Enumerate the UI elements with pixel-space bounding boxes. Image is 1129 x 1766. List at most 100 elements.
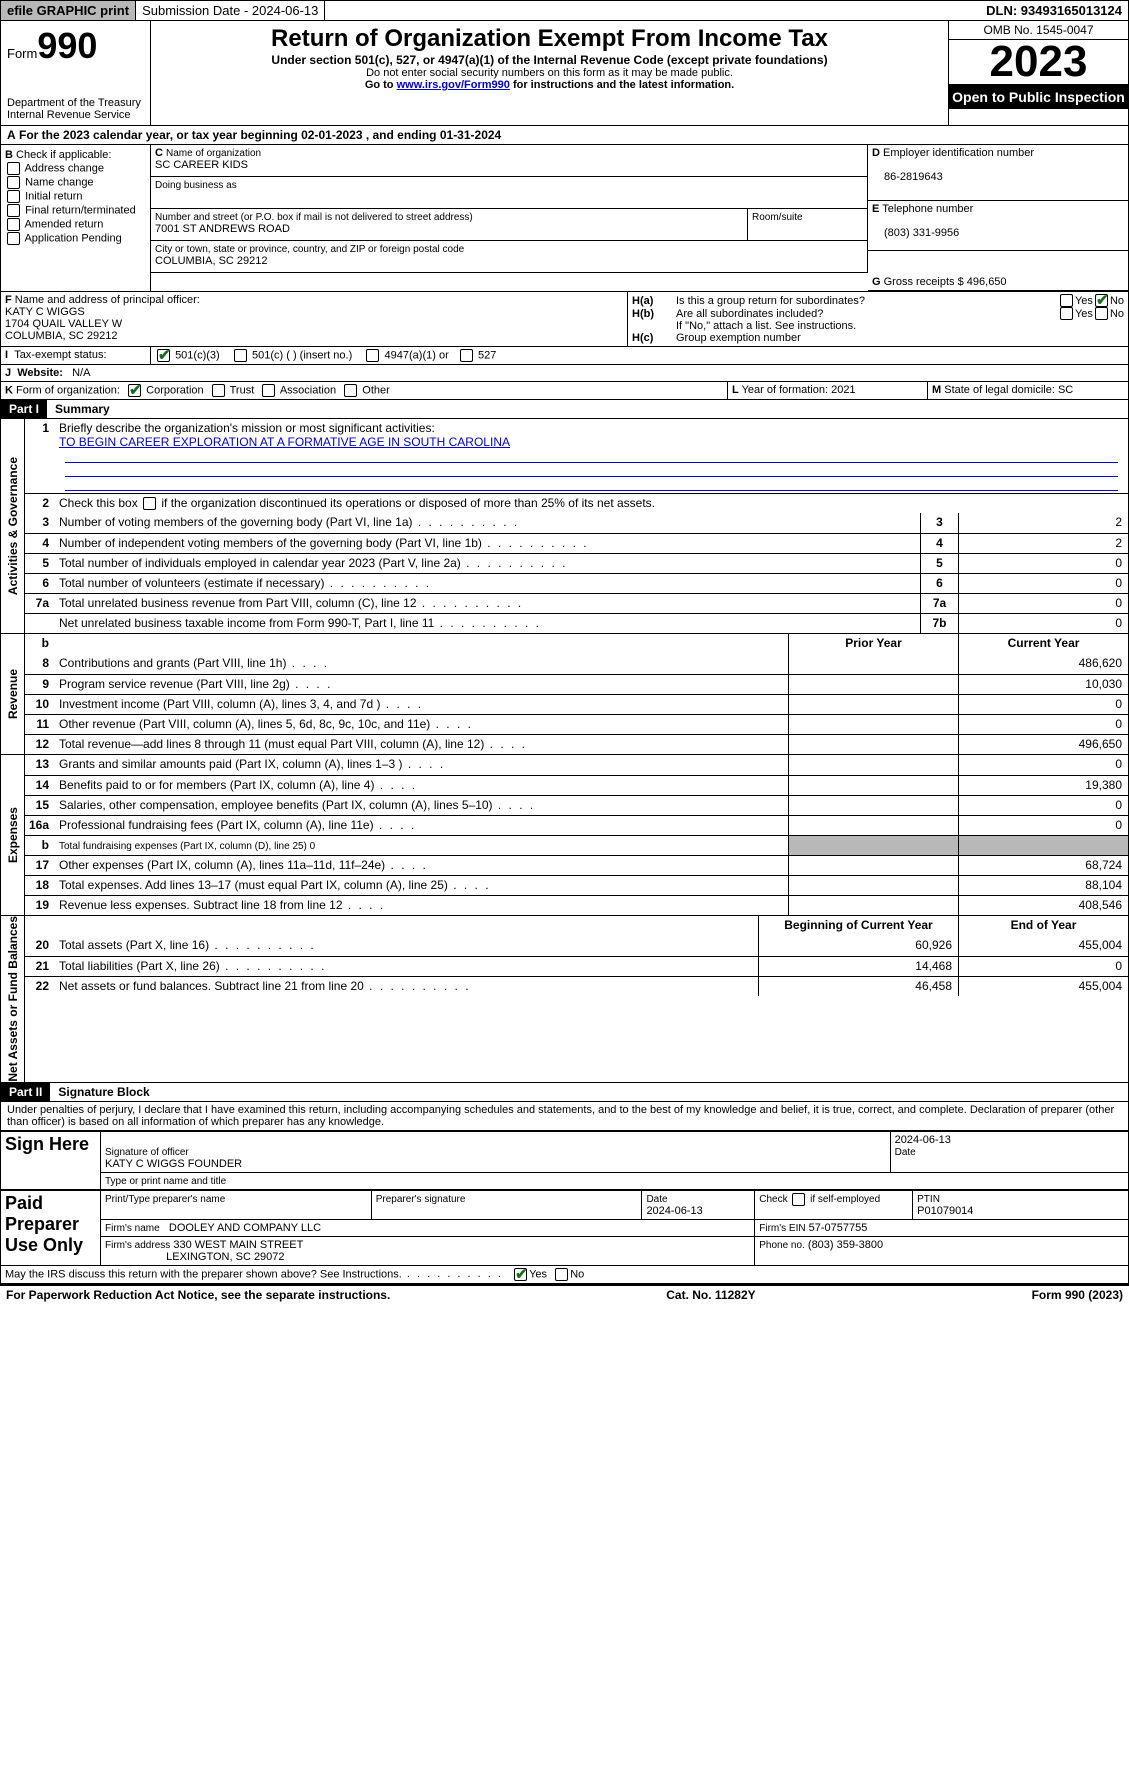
chk-other[interactable] bbox=[344, 384, 357, 397]
chk-name-change[interactable]: Name change bbox=[5, 176, 146, 189]
org-name: SC CAREER KIDS bbox=[155, 159, 248, 171]
exp-row: 17Other expenses (Part IX, column (A), l… bbox=[25, 855, 1128, 875]
vband-expenses: Expenses bbox=[1, 755, 25, 915]
exp-row: 14Benefits paid to or for members (Part … bbox=[25, 775, 1128, 795]
form-subtitle: Under section 501(c), 527, or 4947(a)(1)… bbox=[157, 53, 942, 67]
exp-row: 15Salaries, other compensation, employee… bbox=[25, 795, 1128, 815]
exp-row: bTotal fundraising expenses (Part IX, co… bbox=[25, 835, 1128, 855]
chk-4947[interactable] bbox=[366, 349, 379, 362]
line-a: A For the 2023 calendar year, or tax yea… bbox=[0, 126, 1129, 145]
firm-ein: 57-0757755 bbox=[809, 1222, 868, 1234]
declaration: Under penalties of perjury, I declare th… bbox=[0, 1102, 1129, 1131]
chk-discontinued[interactable] bbox=[143, 497, 156, 510]
form-number: Form990 bbox=[7, 25, 144, 67]
line-j: J Website: N/A bbox=[0, 365, 1129, 382]
ha-no[interactable] bbox=[1095, 294, 1108, 307]
chk-app-pending[interactable]: Application Pending bbox=[5, 232, 146, 245]
discuss-no[interactable] bbox=[555, 1268, 568, 1281]
chk-corp[interactable] bbox=[128, 384, 141, 397]
exp-row: 19Revenue less expenses. Subtract line 1… bbox=[25, 895, 1128, 915]
exp-row: 13Grants and similar amounts paid (Part … bbox=[25, 755, 1128, 775]
department: Department of the Treasury Internal Reve… bbox=[7, 97, 144, 121]
gov-row: 4Number of independent voting members of… bbox=[25, 533, 1128, 553]
sign-here-block: Sign Here Signature of officerKATY C WIG… bbox=[0, 1131, 1129, 1190]
discuss-yes[interactable] bbox=[514, 1268, 527, 1281]
topbar: efile GRAPHIC print Submission Date - 20… bbox=[0, 0, 1129, 21]
ptin: P01079014 bbox=[917, 1205, 973, 1217]
chk-527[interactable] bbox=[460, 349, 473, 362]
vband-netassets: Net Assets or Fund Balances bbox=[1, 916, 25, 1082]
submission-date: Submission Date - 2024-06-13 bbox=[136, 1, 325, 20]
fh-block: F Name and address of principal officer:… bbox=[0, 292, 1129, 347]
section-b: B Check if applicable: Address change Na… bbox=[1, 145, 151, 291]
paid-preparer-block: Paid Preparer Use Only Print/Type prepar… bbox=[0, 1190, 1129, 1266]
chk-self-employed[interactable] bbox=[792, 1193, 805, 1206]
chk-assoc[interactable] bbox=[262, 384, 275, 397]
chk-trust[interactable] bbox=[212, 384, 225, 397]
section-netassets: Net Assets or Fund Balances Beginning of… bbox=[0, 916, 1129, 1083]
ein: 86-2819643 bbox=[872, 171, 943, 183]
sign-date: 2024-06-13 bbox=[895, 1134, 951, 1146]
chk-501c[interactable] bbox=[234, 349, 247, 362]
part1-header: Part I Summary bbox=[0, 400, 1129, 419]
section-deg: D Employer identification number 86-2819… bbox=[868, 145, 1128, 291]
exp-row: 18Total expenses. Add lines 13–17 (must … bbox=[25, 875, 1128, 895]
part2-header: Part II Signature Block bbox=[0, 1083, 1129, 1102]
rev-row: 12Total revenue—add lines 8 through 11 (… bbox=[25, 734, 1128, 754]
exp-row: 16aProfessional fundraising fees (Part I… bbox=[25, 815, 1128, 835]
firm-phone: (803) 359-3800 bbox=[808, 1239, 883, 1251]
gross-receipts: 496,650 bbox=[967, 276, 1007, 288]
rev-row: 8Contributions and grants (Part VIII, li… bbox=[25, 654, 1128, 674]
hb-yes[interactable] bbox=[1060, 307, 1073, 320]
room-label: Room/suite bbox=[752, 212, 803, 223]
ha-yes[interactable] bbox=[1060, 294, 1073, 307]
officer-addr1: 1704 QUAIL VALLEY W bbox=[5, 318, 122, 330]
vband-revenue: Revenue bbox=[1, 634, 25, 754]
discuss-line: May the IRS discuss this return with the… bbox=[0, 1266, 1129, 1284]
net-row: 22Net assets or fund balances. Subtract … bbox=[25, 976, 1128, 996]
line-i: I Tax-exempt status: 501(c)(3) 501(c) ( … bbox=[0, 347, 1129, 365]
chk-final-return[interactable]: Final return/terminated bbox=[5, 204, 146, 217]
telephone: (803) 331-9956 bbox=[872, 227, 959, 239]
year-formation: 2021 bbox=[831, 384, 855, 396]
rev-row: 10Investment income (Part VIII, column (… bbox=[25, 694, 1128, 714]
ssn-note: Do not enter social security numbers on … bbox=[157, 67, 942, 79]
rev-row: 9Program service revenue (Part VIII, lin… bbox=[25, 674, 1128, 694]
rev-row: 11Other revenue (Part VIII, column (A), … bbox=[25, 714, 1128, 734]
gov-row: 6Total number of volunteers (estimate if… bbox=[25, 573, 1128, 593]
city-state-zip: COLUMBIA, SC 29212 bbox=[155, 255, 268, 267]
sign-here-label: Sign Here bbox=[1, 1131, 101, 1189]
chk-amended-return[interactable]: Amended return bbox=[5, 218, 146, 231]
street-address: 7001 ST ANDREWS ROAD bbox=[155, 223, 290, 235]
open-inspection: Open to Public Inspection bbox=[949, 85, 1128, 109]
section-expenses: Expenses 13Grants and similar amounts pa… bbox=[0, 755, 1129, 916]
tax-year: 2023 bbox=[949, 40, 1128, 85]
form-header: Form990 Department of the Treasury Inter… bbox=[0, 21, 1129, 126]
page-footer: For Paperwork Reduction Act Notice, see … bbox=[0, 1284, 1129, 1304]
hb-note: If "No," attach a list. See instructions… bbox=[632, 320, 1124, 332]
section-revenue: Revenue b Prior Year Current Year 8Contr… bbox=[0, 634, 1129, 755]
firm-name: DOOLEY AND COMPANY LLC bbox=[169, 1222, 321, 1234]
form-title: Return of Organization Exempt From Incom… bbox=[157, 25, 942, 53]
section-c: C Name of organization SC CAREER KIDS Do… bbox=[151, 145, 868, 291]
chk-address-change[interactable]: Address change bbox=[5, 162, 146, 175]
officer-addr2: COLUMBIA, SC 29212 bbox=[5, 330, 118, 342]
state-domicile: SC bbox=[1058, 384, 1073, 396]
hb-no[interactable] bbox=[1095, 307, 1108, 320]
firm-addr1: 330 WEST MAIN STREET bbox=[173, 1239, 303, 1251]
website: N/A bbox=[72, 367, 90, 379]
dba-label: Doing business as bbox=[155, 180, 237, 191]
gov-row: Net unrelated business taxable income fr… bbox=[25, 613, 1128, 633]
irs-link[interactable]: www.irs.gov/Form990 bbox=[397, 79, 510, 91]
section-governance: Activities & Governance 1 Briefly descri… bbox=[0, 419, 1129, 634]
firm-addr2: LEXINGTON, SC 29072 bbox=[166, 1251, 284, 1263]
goto-note: Go to www.irs.gov/Form990 for instructio… bbox=[157, 79, 942, 91]
chk-501c3[interactable] bbox=[157, 349, 170, 362]
net-row: 21Total liabilities (Part X, line 26)14,… bbox=[25, 956, 1128, 976]
chk-initial-return[interactable]: Initial return bbox=[5, 190, 146, 203]
paid-preparer-label: Paid Preparer Use Only bbox=[1, 1190, 101, 1265]
gov-row: 3Number of voting members of the governi… bbox=[25, 513, 1128, 533]
net-row: 20Total assets (Part X, line 16)60,92645… bbox=[25, 936, 1128, 956]
officer-signature: KATY C WIGGS FOUNDER bbox=[105, 1158, 242, 1170]
line-klm: K Form of organization: Corporation Trus… bbox=[0, 382, 1129, 400]
